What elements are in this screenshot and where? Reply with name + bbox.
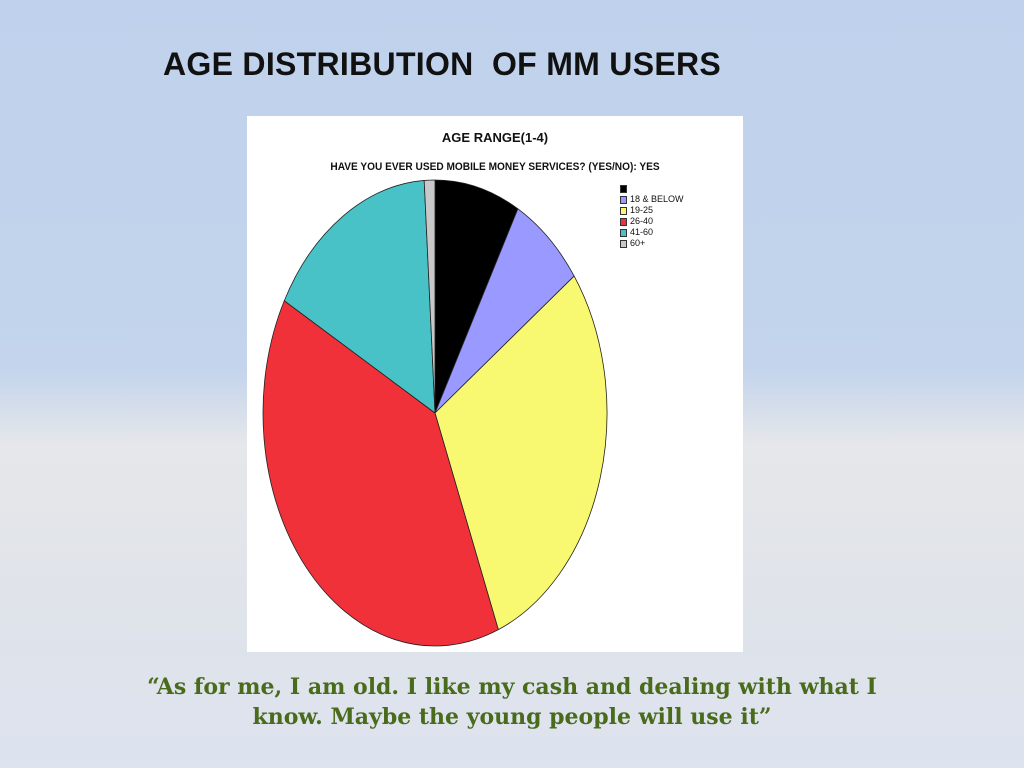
slide-title: AGE DISTRIBUTION OF MM USERS <box>163 46 722 82</box>
chart-legend: 18 & BELOW 19-25 26-40 41-60 60+ <box>620 183 684 249</box>
legend-swatch-3 <box>620 217 627 226</box>
pie-chart <box>262 179 608 647</box>
legend-swatch-5 <box>620 239 627 248</box>
legend-label-3: 26-40 <box>630 216 654 226</box>
legend-item-5: 60+ <box>620 238 684 249</box>
pie-slice-2 <box>434 275 608 631</box>
quote-line-1: “As for me, I am old. I like my cash and… <box>147 674 877 700</box>
legend-label-2: 19-25 <box>630 205 654 215</box>
legend-swatch-2 <box>620 206 627 215</box>
user-quote: “As for me, I am old. I like my cash and… <box>60 672 964 732</box>
legend-item-0 <box>620 183 684 194</box>
legend-label-1: 18 & BELOW <box>630 194 684 204</box>
pie-slice-1 <box>434 208 575 414</box>
chart-title: AGE RANGE(1-4) <box>441 130 549 145</box>
legend-swatch-4 <box>620 228 627 237</box>
pie-slice-3 <box>262 300 499 647</box>
quote-line-2: know. Maybe the young people will use it… <box>252 704 772 730</box>
pie-slice-4 <box>283 180 436 414</box>
chart-subtitle: HAVE YOU EVER USED MOBILE MONEY SERVICES… <box>330 161 660 173</box>
legend-label-5: 60+ <box>630 238 646 248</box>
legend-item-1: 18 & BELOW <box>620 194 684 205</box>
legend-label-4: 41-60 <box>630 227 654 237</box>
legend-swatch-0 <box>620 184 627 193</box>
legend-item-2: 19-25 <box>620 205 684 216</box>
legend-swatch-1 <box>620 195 627 204</box>
pie-slice-0 <box>434 179 519 414</box>
pie-slice-5 <box>423 179 436 414</box>
legend-item-4: 41-60 <box>620 227 684 238</box>
legend-item-3: 26-40 <box>620 216 684 227</box>
chart-panel: AGE RANGE(1-4) HAVE YOU EVER USED MOBILE… <box>247 116 743 652</box>
